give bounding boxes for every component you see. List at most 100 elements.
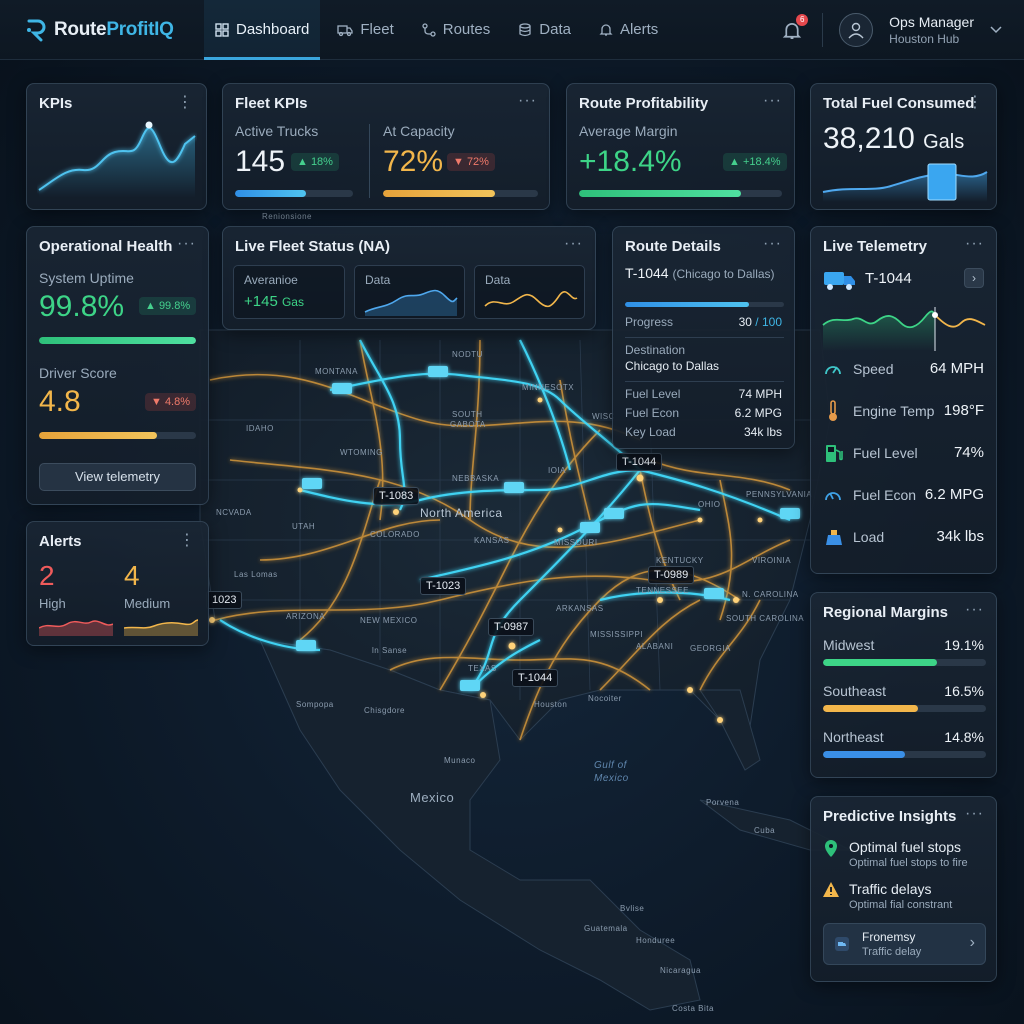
uptime-label: System Uptime: [39, 270, 134, 286]
thermometer-icon: [829, 400, 837, 421]
map-label-missouri: MISSOURI: [554, 538, 598, 547]
map-label-virginia: VIROINIA: [752, 556, 792, 565]
route-tag[interactable]: T-0989: [648, 566, 695, 584]
more-icon[interactable]: ⋮: [177, 94, 194, 111]
avatar[interactable]: [839, 13, 874, 47]
map-label-iowa: IOIA: [548, 466, 567, 475]
divider: [369, 124, 370, 198]
insight-title[interactable]: Optimal fuel stops: [849, 839, 962, 855]
telemetry-chart: [822, 307, 986, 351]
truck-marker[interactable]: [460, 680, 480, 691]
map-label-mexico: Mexico: [410, 790, 455, 805]
alerts-panel: Alerts ⋮ 2 High 4 Medium: [26, 521, 209, 646]
map-label-las: Las Lomas: [234, 570, 278, 579]
status-card[interactable]: Data: [354, 265, 465, 319]
more-icon[interactable]: ···: [763, 235, 782, 252]
route-tag[interactable]: T-1044: [616, 453, 663, 471]
map-label-sompopa: Sompopa: [296, 700, 334, 709]
chevron-down-icon[interactable]: [990, 26, 1002, 34]
route-tag[interactable]: T-1044: [512, 669, 559, 687]
truck-marker[interactable]: [580, 522, 600, 533]
panel-title: Fleet KPIs: [235, 95, 308, 112]
more-icon[interactable]: ⋮: [967, 94, 984, 111]
nav-label: Routes: [442, 21, 491, 38]
chevron-right-icon[interactable]: ›: [964, 268, 984, 288]
truck-marker[interactable]: [704, 588, 724, 599]
route-tag[interactable]: T-1023: [420, 577, 467, 595]
warning-icon: [823, 882, 839, 897]
status-card[interactable]: Averanioe +145 Gas: [233, 265, 345, 319]
more-icon[interactable]: ···: [518, 92, 537, 109]
more-icon[interactable]: ···: [965, 235, 984, 252]
brand[interactable]: RouteProfitIQ: [24, 18, 204, 42]
truck-markers[interactable]: [296, 366, 800, 691]
truck-marker[interactable]: [604, 508, 624, 519]
map-label-penn: PENNSYLVANIA: [746, 490, 813, 499]
uptime-delta: ▲ 99.8%: [139, 297, 197, 315]
map-label-minnesota: MINNESOTX: [522, 383, 575, 392]
map-label-renionsione: Renionsione: [262, 212, 312, 221]
user-menu[interactable]: Ops Manager Houston Hub: [889, 14, 974, 46]
chevron-right-icon[interactable]: ›: [969, 934, 975, 951]
truck-marker[interactable]: [332, 383, 352, 394]
more-icon[interactable]: ···: [965, 601, 984, 618]
map-label-nicaragua: Nicaragua: [660, 966, 701, 975]
truck-marker[interactable]: [504, 482, 524, 493]
map-label-wyoming: WTOMING: [340, 448, 383, 457]
land-florida: [699, 689, 761, 771]
truck-marker[interactable]: [296, 640, 316, 651]
medium-alert-sparkline: [124, 619, 198, 636]
nav-dashboard[interactable]: Dashboard: [204, 0, 321, 60]
detail-label: Fuel Econ: [625, 406, 680, 420]
map-label-carolina: N. CAROLINA: [742, 590, 799, 599]
map-label-cuba: Cuba: [754, 826, 776, 835]
more-icon[interactable]: ···: [564, 235, 583, 252]
telemetry-label: Fuel Econ: [853, 487, 917, 503]
progress-value: 30 / 100: [738, 315, 782, 329]
truck-marker[interactable]: [780, 508, 800, 519]
notification-badge: 6: [796, 14, 809, 26]
destination-value: Chicago to Dallas: [625, 359, 720, 373]
more-icon[interactable]: ···: [177, 235, 196, 252]
nav-data[interactable]: Data: [507, 0, 582, 60]
insight-card-sub: Traffic delay: [862, 946, 922, 958]
route-tag[interactable]: 1023: [206, 591, 243, 609]
city-dots: [209, 397, 763, 723]
route-tag[interactable]: T-0987: [488, 618, 535, 636]
status-card[interactable]: Data: [474, 265, 585, 319]
more-icon[interactable]: ···: [763, 92, 782, 109]
telemetry-value: 6.2 MPG: [924, 486, 984, 503]
speedometer-icon: [825, 366, 841, 375]
card-value: +145 Gas: [244, 293, 304, 310]
driver-score-value: 4.8: [39, 385, 81, 418]
insight-card[interactable]: Fronemsy Traffic delay ›: [823, 923, 986, 965]
panel-title: Alerts: [39, 533, 82, 550]
notifications-button[interactable]: 6: [782, 14, 809, 42]
truck-marker[interactable]: [428, 366, 448, 377]
telemetry-value: 64 MPH: [929, 360, 984, 377]
map-label-south: SOUTH: [452, 410, 483, 419]
telemetry-truck-id: T-1044: [865, 270, 912, 287]
region-label: Northeast: [823, 729, 884, 745]
regional-margins-panel: Regional Margins ··· Midwest 19.1% South…: [810, 592, 997, 778]
map-label-arkansas: ARKANSAS: [556, 604, 604, 613]
view-telemetry-button[interactable]: View telemetry: [39, 463, 196, 491]
route-tag[interactable]: T-1083: [373, 487, 420, 505]
nav-fleet[interactable]: Fleet: [326, 0, 404, 60]
user-role: Houston Hub: [889, 32, 960, 46]
more-icon[interactable]: ⋮: [179, 532, 196, 549]
driver-score-progress: [39, 432, 196, 439]
insight-title[interactable]: Traffic delays: [849, 881, 932, 897]
truck-marker[interactable]: [302, 478, 322, 489]
more-icon[interactable]: ···: [965, 805, 984, 822]
user-name: Ops Manager: [889, 14, 974, 30]
map-label-wisc: WISC: [592, 412, 615, 421]
main-nav: Dashboard Fleet Routes Data Alerts: [204, 0, 669, 60]
driver-score-delta: ▼ 4.8%: [145, 393, 197, 411]
nav-alerts[interactable]: Alerts: [588, 0, 669, 60]
top-right: 6 Ops Manager Houston Hub: [782, 0, 1002, 60]
high-alert-sparkline: [39, 620, 113, 636]
nav-routes[interactable]: Routes: [411, 0, 502, 60]
region-label: Southeast: [823, 683, 887, 699]
